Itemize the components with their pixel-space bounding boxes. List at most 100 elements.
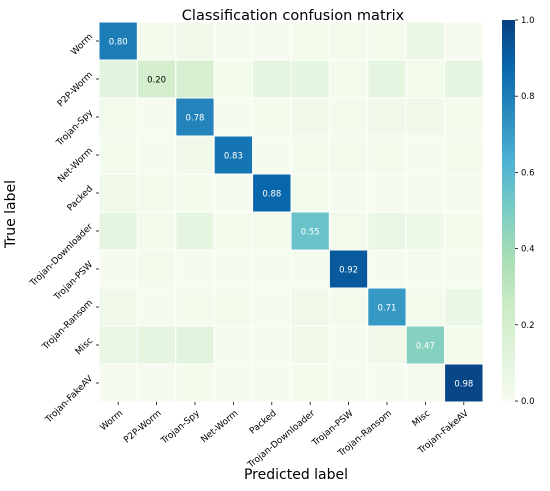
- heatmap-cell: [444, 173, 484, 213]
- heatmap-cell: [136, 249, 177, 289]
- heatmap-cell: [328, 173, 369, 213]
- heatmap-cell: [328, 249, 369, 289]
- colorbar-tick-label: 0.4: [521, 245, 535, 255]
- heatmap-cell: [405, 135, 446, 175]
- y-tick-label: Worm: [70, 32, 96, 58]
- heatmap-cell: [328, 21, 369, 61]
- heatmap-cell: [405, 211, 446, 251]
- heatmap-cell: [213, 211, 254, 251]
- heatmap-cell: [367, 249, 407, 289]
- heatmap-cell: [136, 363, 177, 403]
- heatmap-cell: [98, 173, 138, 213]
- x-axis-label: Predicted label: [244, 467, 348, 483]
- x-tick-label: P2P-Worm: [122, 409, 163, 446]
- heatmap-cell: [367, 173, 407, 213]
- heatmap-cells: [98, 21, 484, 403]
- heatmap-cell: [367, 325, 407, 365]
- x-tick-label: Net-Worm: [200, 409, 241, 446]
- heatmap-cell: [213, 249, 254, 289]
- heatmap-cell: [213, 287, 254, 327]
- colorbar-ticks: 0.0 0.2 0.4 0.6 0.8 1.0: [515, 16, 535, 407]
- heatmap-cell: [252, 135, 292, 175]
- heatmap-cell: [136, 21, 177, 61]
- heatmap-cell: [98, 59, 138, 99]
- heatmap-cell: [290, 59, 330, 99]
- heatmap-cell: [252, 363, 292, 403]
- colorbar-gradient: [502, 20, 515, 401]
- heatmap-cell: [444, 21, 484, 61]
- heatmap-cell: [213, 21, 254, 61]
- heatmap-cell: [405, 97, 446, 137]
- colorbar-tick-label: 0.2: [521, 321, 535, 331]
- heatmap-cell: [290, 21, 330, 61]
- heatmap-cell: [136, 173, 177, 213]
- heatmap-cell: [405, 249, 446, 289]
- heatmap-cell: [175, 135, 215, 175]
- y-tick-label: Trojan-PSW: [52, 260, 95, 303]
- colorbar-tick-label: 0.8: [521, 92, 535, 102]
- y-tick-label: Packed: [66, 184, 95, 213]
- heatmap-cell: [290, 211, 330, 251]
- heatmap-cell: [444, 59, 484, 99]
- heatmap-cell: [328, 135, 369, 175]
- cell-annotation: 0.80: [109, 38, 128, 48]
- heatmap-cell: [213, 135, 254, 175]
- heatmap-cell: [405, 363, 446, 403]
- heatmap-cell: [444, 135, 484, 175]
- heatmap-cell: [367, 59, 407, 99]
- heatmap-cell: [290, 287, 330, 327]
- y-tick-label: Net-Worm: [56, 146, 95, 185]
- heatmap-cell: [444, 211, 484, 251]
- heatmap-cell: [136, 135, 177, 175]
- cell-annotation: 0.55: [301, 228, 320, 238]
- heatmap-cell: [367, 21, 407, 61]
- cell-annotation: 0.78: [186, 114, 205, 124]
- heatmap-cell: [98, 325, 138, 365]
- cell-annotation: 0.20: [147, 76, 166, 86]
- heatmap-cell: [136, 325, 177, 365]
- colorbar-tick-label: 0.6: [521, 168, 535, 178]
- heatmap-cell: [328, 97, 369, 137]
- heatmap-cell: [328, 59, 369, 99]
- heatmap-cell: [367, 211, 407, 251]
- heatmap-cell: [175, 363, 215, 403]
- colorbar: 0.0 0.2 0.4 0.6 0.8 1.0: [502, 16, 535, 407]
- heatmap-cell: [98, 211, 138, 251]
- y-tick-label: P2P-Worm: [56, 70, 95, 109]
- heatmap-cell: [252, 59, 292, 99]
- heatmap-cell: [444, 97, 484, 137]
- heatmap-cell: [175, 173, 215, 213]
- heatmap-cell: [290, 173, 330, 213]
- heatmap-cell: [444, 325, 484, 365]
- y-tick-label: Trojan-Spy: [54, 108, 95, 149]
- y-tick-label: Misc: [74, 336, 95, 357]
- heatmap-cell: [367, 363, 407, 403]
- cell-annotation: 0.47: [416, 342, 435, 352]
- y-tick-label: Trojan-Downloader: [28, 222, 95, 289]
- colorbar-tick-label: 1.0: [521, 16, 535, 26]
- heatmap-cell: [175, 21, 215, 61]
- chart-title: Classification confusion matrix: [182, 8, 405, 24]
- heatmap-cell: [328, 211, 369, 251]
- cell-annotation: 0.88: [262, 190, 281, 200]
- heatmap-cell: [136, 97, 177, 137]
- heatmap-cell: [405, 59, 446, 99]
- x-tick-label: Worm: [99, 409, 125, 433]
- heatmap-cell: [213, 325, 254, 365]
- heatmap-cell: [98, 249, 138, 289]
- heatmap-cell: [175, 249, 215, 289]
- heatmap-cell: [175, 287, 215, 327]
- heatmap-cell: [213, 363, 254, 403]
- heatmap-cell: [444, 363, 484, 403]
- heatmap-cell: [98, 135, 138, 175]
- heatmap-cell: [328, 363, 369, 403]
- heatmap-cell: [136, 287, 177, 327]
- heatmap-cell: [444, 249, 484, 289]
- heatmap-cell: [367, 135, 407, 175]
- cell-annotation: 0.92: [339, 266, 358, 276]
- heatmap-cell: [213, 97, 254, 137]
- heatmap-cell: [98, 97, 138, 137]
- heatmap-cell: [175, 211, 215, 251]
- heatmap-cell: [290, 325, 330, 365]
